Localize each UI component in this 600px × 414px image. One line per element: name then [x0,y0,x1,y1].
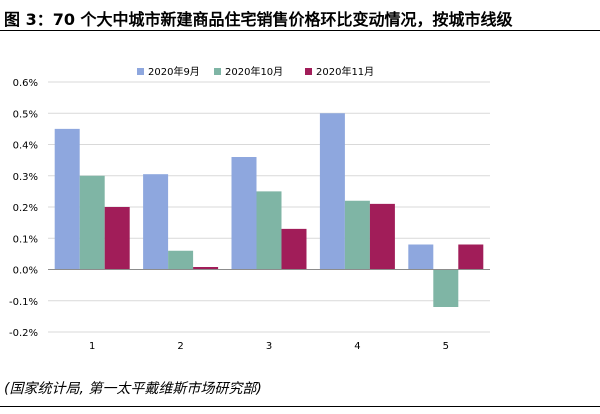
bar [231,157,257,270]
bar [458,244,484,270]
y-tick-label: 0.2% [13,203,38,214]
bottom-divider [0,406,600,407]
legend-swatch [305,68,312,75]
bar [193,267,219,270]
bar [319,113,345,270]
bar-chart: 0.6% 0.5% 0.4% 0.3% 0.2% 0.1% 0.0% -0.1% -0.2% 1 2… [9,65,490,352]
y-tick-label: 0.3% [13,172,38,183]
bar [54,128,80,270]
legend-label: 2020年9月 [148,65,200,78]
y-tick-label: 0.5% [13,109,38,120]
y-tick-label: -0.1% [9,297,38,308]
x-tick-label: 5 [443,341,449,352]
bar [369,203,395,270]
bar [433,269,459,307]
y-tick-label: -0.2% [9,328,38,339]
bar [344,200,370,270]
bar [143,174,169,270]
bar [104,207,130,270]
x-tick-label: 4 [354,341,360,352]
x-tick-label: 3 [266,341,272,352]
legend-swatch [137,68,144,75]
legend-label: 2020年11月 [316,65,374,78]
x-tick-label: 1 [89,341,95,352]
legend-label: 2020年10月 [225,65,283,78]
x-tick-label: 2 [177,341,183,352]
title-divider [0,30,600,31]
y-tick-label: 0.6% [13,78,38,89]
bar [168,250,194,270]
y-tick-label: 0.1% [13,234,38,245]
bar [256,191,282,270]
y-tick-label: 0.4% [13,141,38,152]
bar [79,175,105,270]
bar [408,244,434,270]
y-tick-label: 0.0% [13,266,38,277]
bar [281,228,307,270]
source-note: (国家统计局, 第一太平戴维斯市场研究部) [4,381,262,397]
chart-title: 图 3：70 个大中城市新建商品住宅销售价格环比变动情况，按城市线级 [4,10,513,29]
legend-swatch [214,68,221,75]
